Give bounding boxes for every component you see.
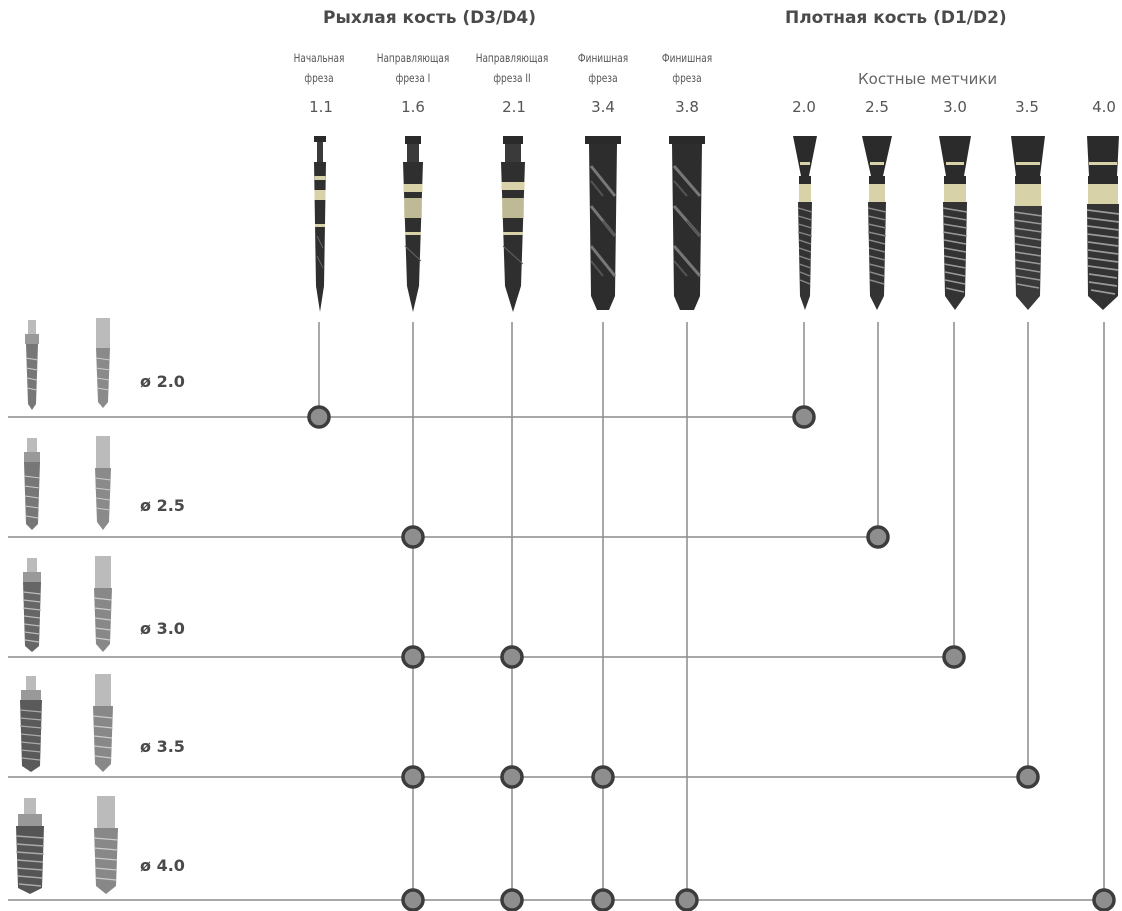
implant-3-5-image (19, 674, 114, 772)
pilot-drill-1-6-image (403, 136, 423, 312)
node-row-3-5-drill-1-6 (401, 765, 425, 789)
soft-bone-title: Рыхлая кость (D3/D4) (323, 8, 536, 28)
column-label-drill-3-4: Финишная фреза (577, 51, 629, 85)
node-row-3-5-drill-3-4 (591, 765, 615, 789)
row-label-implant-3-5: ø 3.5 (140, 737, 185, 756)
bone-tap-2-0-image (793, 136, 817, 310)
column-label-drill-3-8: Финишная фреза (661, 51, 713, 85)
bone-tap-3-0-image (939, 136, 971, 310)
column-value-drill-2-1: 2.1 (502, 98, 526, 116)
row-label-implant-3-0: ø 3.0 (140, 619, 185, 638)
bone-tap-3-5-image (1011, 136, 1045, 310)
dense-bone-title: Плотная кость (D1/D2) (785, 8, 1007, 28)
node-row-3-0-drill-1-6 (401, 645, 425, 669)
column-value-tap-3-0: 3.0 (943, 98, 967, 116)
implant-4-0-image (15, 796, 119, 894)
finishing-drill-3-4-image (585, 136, 621, 310)
column-value-drill-1-1: 1.1 (309, 98, 333, 116)
node-row-4-0-drill-3-8 (675, 888, 699, 911)
bone-taps-caption: Костные метчики (858, 70, 998, 88)
node-row-4-0-drill-3-4 (591, 888, 615, 911)
column-value-tap-2-5: 2.5 (865, 98, 889, 116)
row-label-implant-2-0: ø 2.0 (140, 372, 185, 391)
implant-3-0-image (22, 556, 113, 652)
node-row-3-0-drill-2-1 (500, 645, 524, 669)
initial-drill-1-1-image (314, 136, 326, 312)
bone-tap-4-0-image (1086, 136, 1120, 310)
node-row-3-5-tap (1016, 765, 1040, 789)
implant-2-0-image (25, 318, 111, 410)
row-label-implant-4-0: ø 4.0 (140, 856, 185, 875)
pilot-drill-2-1-image (501, 136, 525, 312)
node-row-2-0-drill-1-1 (307, 405, 331, 429)
node-row-3-0-tap (942, 645, 966, 669)
node-row-4-0-tap (1092, 888, 1116, 911)
column-value-tap-3-5: 3.5 (1015, 98, 1039, 116)
node-row-2-5-tap (866, 525, 890, 549)
column-label-drill-2-1: Направляющая фреза II (475, 51, 549, 85)
node-row-2-0-tap (792, 405, 816, 429)
column-label-drill-1-6: Направляющая фреза I (376, 51, 450, 85)
finishing-drill-3-8-image (669, 136, 705, 310)
column-value-tap-4-0: 4.0 (1092, 98, 1116, 116)
column-value-drill-1-6: 1.6 (401, 98, 425, 116)
row-label-implant-2-5: ø 2.5 (140, 496, 185, 515)
column-value-drill-3-8: 3.8 (675, 98, 699, 116)
column-value-drill-3-4: 3.4 (591, 98, 615, 116)
node-row-2-5-drill-1-6 (401, 525, 425, 549)
implant-2-5-image (23, 436, 112, 530)
node-row-3-5-drill-2-1 (500, 765, 524, 789)
bone-tap-2-5-image (862, 136, 892, 310)
node-row-4-0-drill-2-1 (500, 888, 524, 911)
node-row-4-0-drill-1-6 (401, 888, 425, 911)
column-value-tap-2-0: 2.0 (792, 98, 816, 116)
column-label-drill-1-1: Начальная фреза (293, 51, 345, 85)
